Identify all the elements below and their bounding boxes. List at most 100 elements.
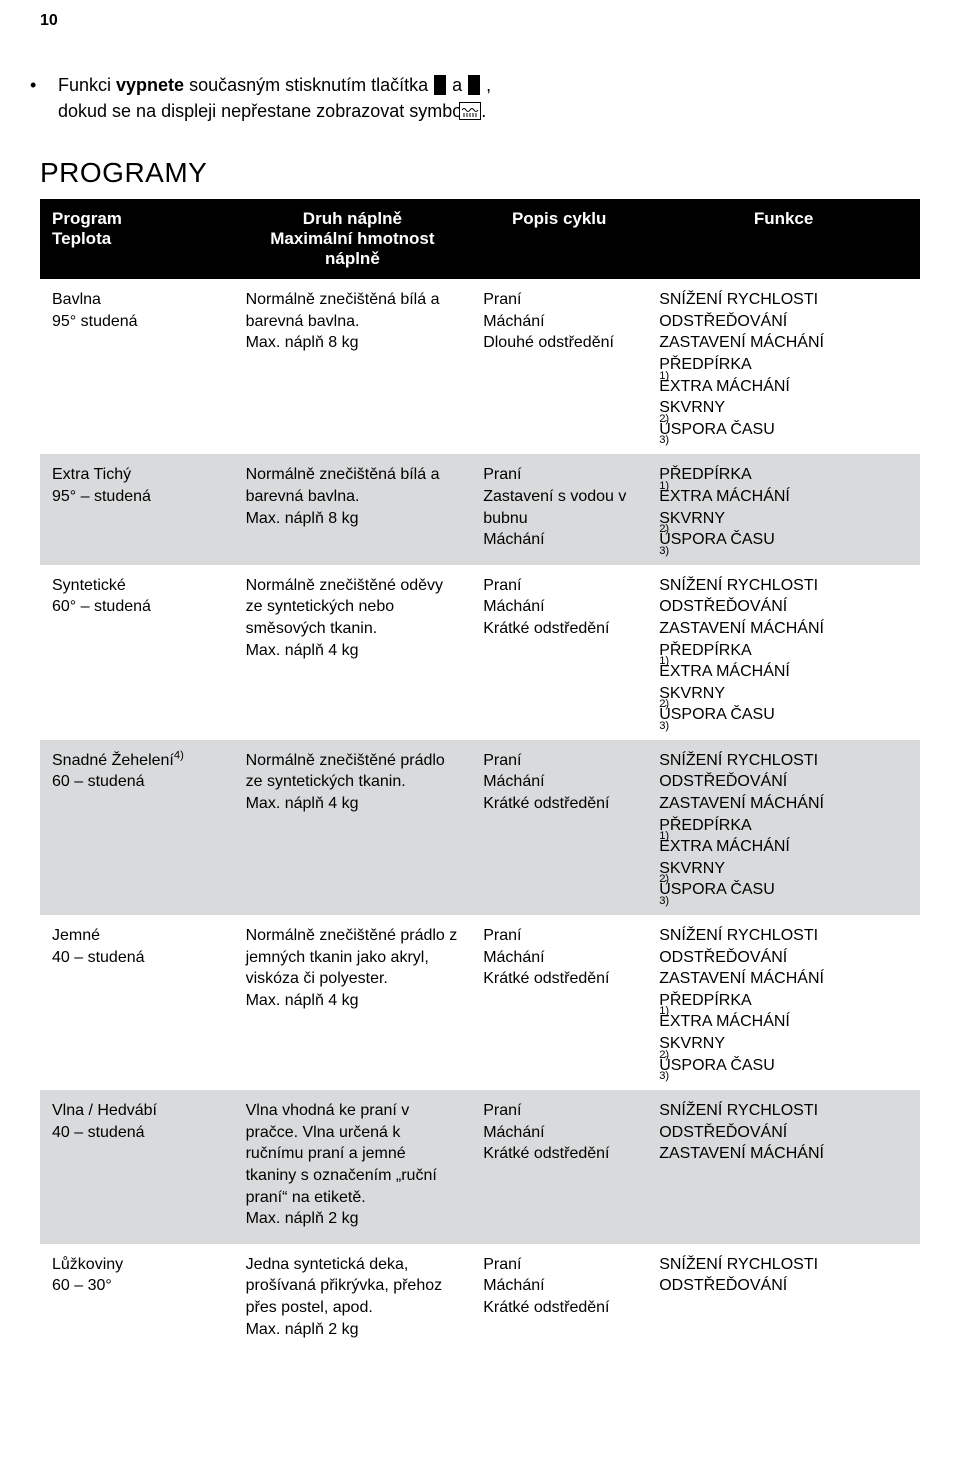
function-item: ÚSPORA ČASU3) [659,419,908,441]
th-program: Program Teplota [40,199,234,279]
function-item: SNÍŽENÍ RYCHLOSTI [659,1254,908,1276]
cycle-line: Krátké odstředění [483,618,635,640]
cycle-line: Krátké odstředění [483,968,635,990]
function-item: ODSTŘEĎOVÁNÍ [659,947,908,969]
program-temp: 40 – studená [52,1122,222,1144]
th-cycle-text: Popis cyklu [512,209,606,228]
programs-table: Program Teplota Druh náplně Maximální hm… [40,199,920,1354]
program-name: Bavlna [52,289,222,311]
load-line: Normálně znečištěná bílá a barevná bavln… [246,289,460,332]
intro-mid1: současným stisknutím tlačítka [184,75,433,95]
program-temp: 95° – studená [52,486,222,508]
cycle-line: Praní [483,1254,635,1276]
cycle-line: Máchání [483,596,635,618]
load-line: Jedna syntetická deka, prošívaná přikrýv… [246,1254,460,1319]
function-item: EXTRA MÁCHÁNÍ [659,661,908,683]
cycle-line: Zastavení s vodou v bubnu [483,486,635,529]
table-row: Extra Tichý95° – studená Normálně znečišt… [40,454,920,564]
load-line: Max. náplň 2 kg [246,1208,460,1230]
cycle-line: Krátké odstředění [483,793,635,815]
program-temp: 95° studená [52,311,222,333]
function-item: SNÍŽENÍ RYCHLOSTI [659,289,908,311]
load-line: Max. náplň 8 kg [246,508,460,530]
th-load: Druh náplně Maximální hmotnost náplně [234,199,472,279]
cycle-line: Máchání [483,1275,635,1297]
cell-load: Normálně znečištěné prádlo z jemných tka… [234,915,472,1090]
function-item: SNÍŽENÍ RYCHLOSTI [659,575,908,597]
program-sup: 4) [174,750,184,762]
function-item: ÚSPORA ČASU3) [659,879,908,901]
function-item: ODSTŘEĎOVÁNÍ [659,771,908,793]
table-row: Vlna / Hedvábí40 – studenáVlna vhodná ke… [40,1090,920,1244]
function-item: EXTRA MÁCHÁNÍ [659,376,908,398]
th-load-l3: náplně [246,249,460,269]
load-line: Max. náplň 4 kg [246,990,460,1012]
cell-cycle: PraníMácháníKrátké odstředění [471,740,647,915]
cycle-line: Praní [483,750,635,772]
function-item: PŘEDPÍRKA1) [659,640,908,662]
function-item: ZASTAVENÍ MÁCHÁNÍ [659,793,908,815]
program-name: Snadné Žehelení4) [52,750,222,772]
function-item: ZASTAVENÍ MÁCHÁNÍ [659,968,908,990]
cycle-line: Praní [483,1100,635,1122]
cell-functions: SNÍŽENÍ RYCHLOSTIODSTŘEĎOVÁNÍ [647,1244,920,1354]
cycle-line: Dlouhé odstředění [483,332,635,354]
cell-program: Extra Tichý95° – studená [40,454,234,564]
cell-cycle: PraníMácháníKrátké odstředění [471,1244,647,1354]
section-title: PROGRAMY [40,157,920,189]
load-line: Max. náplň 4 kg [246,640,460,662]
function-item: ODSTŘEĎOVÁNÍ [659,311,908,333]
load-line: Max. náplň 2 kg [246,1319,460,1341]
function-item: ÚSPORA ČASU3) [659,1055,908,1077]
cell-load: Vlna vhodná ke praní v pračce. Vlna urče… [234,1090,472,1244]
page-number: 10 [40,12,58,30]
function-item: EXTRA MÁCHÁNÍ [659,486,908,508]
function-item: SKVRNY2) [659,683,908,705]
program-temp: 60 – studená [52,771,222,793]
function-item: SKVRNY2) [659,397,908,419]
function-item: SKVRNY2) [659,1033,908,1055]
function-item: PŘEDPÍRKA1) [659,815,908,837]
function-item: SNÍŽENÍ RYCHLOSTI [659,1100,908,1122]
load-line: Normálně znečištěná bílá a barevná bavln… [246,464,460,507]
load-line: Normálně znečištěné prádlo ze syntetický… [246,750,460,793]
cell-load: Normálně znečištěná bílá a barevná bavln… [234,279,472,454]
table-row: Jemné40 – studená Normálně znečištěné prá… [40,915,920,1090]
function-item: ODSTŘEĎOVÁNÍ [659,596,908,618]
function-item: ÚSPORA ČASU3) [659,529,908,551]
load-line: Max. náplň 8 kg [246,332,460,354]
cell-load: Normálně znečištěná bílá a barevná bavln… [234,454,472,564]
cycle-line: Praní [483,289,635,311]
cell-program: Lůžkoviny60 – 30° [40,1244,234,1354]
cell-program: Bavlna95° studená [40,279,234,454]
load-line: Normálně znečištěné prádlo z jemných tka… [246,925,460,990]
th-functions-text: Funkce [754,209,814,228]
function-item: PŘEDPÍRKA1) [659,354,908,376]
function-item: SKVRNY2) [659,858,908,880]
cell-cycle: PraníMácháníDlouhé odstředění [471,279,647,454]
cycle-line: Máchání [483,311,635,333]
load-line: Max. náplň 4 kg [246,793,460,815]
cell-program: Vlna / Hedvábí40 – studená [40,1090,234,1244]
function-item: ODSTŘEĎOVÁNÍ [659,1122,908,1144]
keycap-5: 5 [468,75,480,95]
cycle-line: Praní [483,925,635,947]
intro-bold: vypnete [116,75,184,95]
table-row: Snadné Žehelení4)60 – studená Normálně zn… [40,740,920,915]
cell-functions: SNÍŽENÍ RYCHLOSTIODSTŘEĎOVÁNÍZASTAVENÍ M… [647,565,920,740]
cell-functions: PŘEDPÍRKA1)EXTRA MÁCHÁNÍSKVRNY2)ÚSPORA Č… [647,454,920,564]
program-name: Jemné [52,925,222,947]
th-program-l1: Program [52,209,222,229]
load-line: Normálně znečištěné oděvy ze syntetickýc… [246,575,460,640]
cell-program: Snadné Žehelení4)60 – studená [40,740,234,915]
function-item: PŘEDPÍRKA1) [659,464,908,486]
cell-functions: SNÍŽENÍ RYCHLOSTIODSTŘEĎOVÁNÍZASTAVENÍ M… [647,279,920,454]
function-item: SNÍŽENÍ RYCHLOSTI [659,925,908,947]
program-name: Syntetické [52,575,222,597]
program-temp: 60 – 30° [52,1275,222,1297]
cell-functions: SNÍŽENÍ RYCHLOSTIODSTŘEĎOVÁNÍZASTAVENÍ M… [647,1090,920,1244]
th-functions: Funkce [647,199,920,279]
intro-paragraph: •Funkci vypnete současným stisknutím tla… [40,72,540,127]
program-temp: 40 – studená [52,947,222,969]
function-item: ZASTAVENÍ MÁCHÁNÍ [659,618,908,640]
